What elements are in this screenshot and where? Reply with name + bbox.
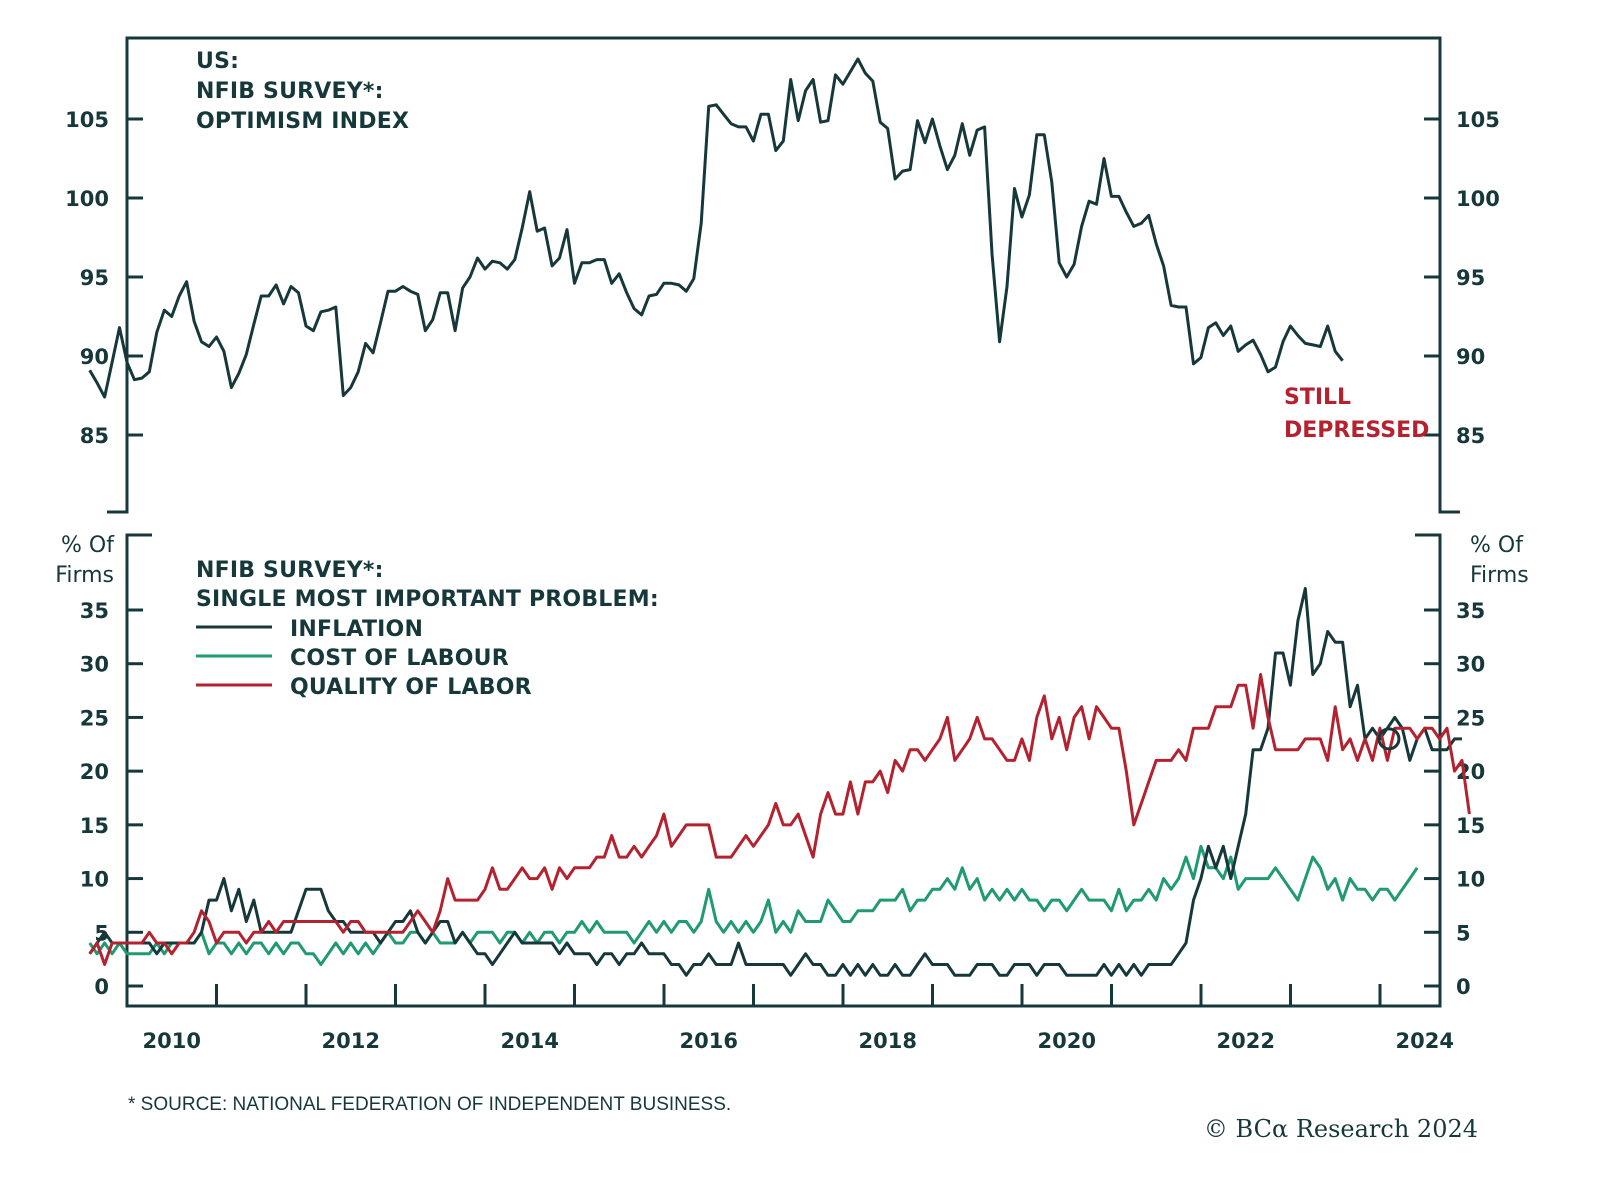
bottom-left-tick-label: 15 (80, 814, 109, 838)
annotation-depressed: DEPRESSED (1284, 418, 1429, 443)
bottom-right-tick-label: 10 (1456, 868, 1485, 892)
top-y-axis: 85 85 90 90 95 95 100 100 105 105 (65, 108, 1500, 448)
bottom-right-tick-label: 30 (1456, 653, 1485, 677)
bottom-right-tick-label: 15 (1456, 814, 1485, 838)
right-unit-label-2: Firms (1470, 563, 1529, 588)
bottom-right-tick-label: 35 (1456, 599, 1485, 623)
top-left-tick-label: 100 (65, 187, 109, 211)
bottom-right-tick-label: 5 (1456, 921, 1471, 945)
legend-label-inflation: INFLATION (290, 617, 423, 642)
top-title-line-1: US: (196, 49, 239, 74)
top-right-tick-label: 105 (1456, 108, 1500, 132)
source-footnote: * SOURCE: NATIONAL FEDERATION OF INDEPEN… (128, 1094, 731, 1115)
x-tick-label: 2016 (680, 1029, 738, 1053)
left-unit-label-2: Firms (55, 563, 114, 588)
bottom-title-line-2: SINGLE MOST IMPORTANT PROBLEM: (196, 587, 659, 612)
legend: INFLATION COST OF LABOUR QUALITY OF LABO… (196, 617, 532, 700)
x-tick-label: 2010 (143, 1029, 201, 1053)
bottom-right-tick-label: 0 (1456, 975, 1471, 999)
bca-credit: © BCα Research 2024 (1204, 1115, 1478, 1143)
bottom-left-tick-label: 35 (80, 599, 109, 623)
top-right-tick-label: 90 (1456, 345, 1485, 369)
bottom-left-tick-label: 0 (94, 975, 109, 999)
x-tick-label: 2024 (1396, 1029, 1454, 1053)
bottom-left-tick-label: 20 (80, 760, 109, 784)
top-right-tick-label: 95 (1456, 266, 1485, 290)
bottom-title-line-1: NFIB SURVEY*: (196, 558, 384, 583)
annotation-still: STILL (1284, 385, 1351, 410)
optimism-panel: 85 85 90 90 95 95 100 100 105 105 US: NFIB SURVEY… (65, 36, 1500, 514)
x-axis: 2010 2012 2014 2016 2018 2020 2022 2024 (143, 984, 1454, 1053)
top-title-line-3: OPTIMISM INDEX (196, 109, 409, 134)
top-right-tick-label: 100 (1456, 187, 1500, 211)
x-tick-label: 2022 (1217, 1029, 1275, 1053)
x-tick-label: 2012 (322, 1029, 380, 1053)
top-left-tick-label: 90 (80, 345, 109, 369)
bottom-left-tick-label: 10 (80, 868, 109, 892)
x-tick-label: 2014 (501, 1029, 559, 1053)
bottom-series (88, 587, 1471, 977)
optimism-index-line (88, 57, 1344, 399)
top-left-tick-label: 105 (65, 108, 109, 132)
bottom-left-tick-label: 25 (80, 706, 109, 730)
top-left-tick-label: 85 (80, 424, 109, 448)
left-unit-label-1: % Of (61, 533, 115, 558)
quality-of-labor-line (88, 673, 1471, 966)
top-left-tick-label: 95 (80, 266, 109, 290)
legend-label-quality-of-labor: QUALITY OF LABOR (290, 675, 532, 700)
right-unit-label-1: % Of (1470, 533, 1524, 558)
bottom-right-tick-label: 25 (1456, 706, 1485, 730)
x-tick-label: 2018 (859, 1029, 917, 1053)
top-series (88, 57, 1344, 399)
bottom-panel-frame (125, 533, 1442, 1008)
bottom-left-tick-label: 30 (80, 653, 109, 677)
inflation-line (88, 587, 1462, 977)
legend-label-cost-of-labour: COST OF LABOUR (290, 646, 509, 671)
top-right-tick-label: 85 (1456, 424, 1485, 448)
top-title-line-2: NFIB SURVEY*: (196, 79, 384, 104)
x-tick-label: 2020 (1038, 1029, 1096, 1053)
inflation-latest-marker (1377, 727, 1401, 751)
cost-of-labour-line (88, 844, 1419, 966)
top-panel-frame (107, 36, 1460, 514)
